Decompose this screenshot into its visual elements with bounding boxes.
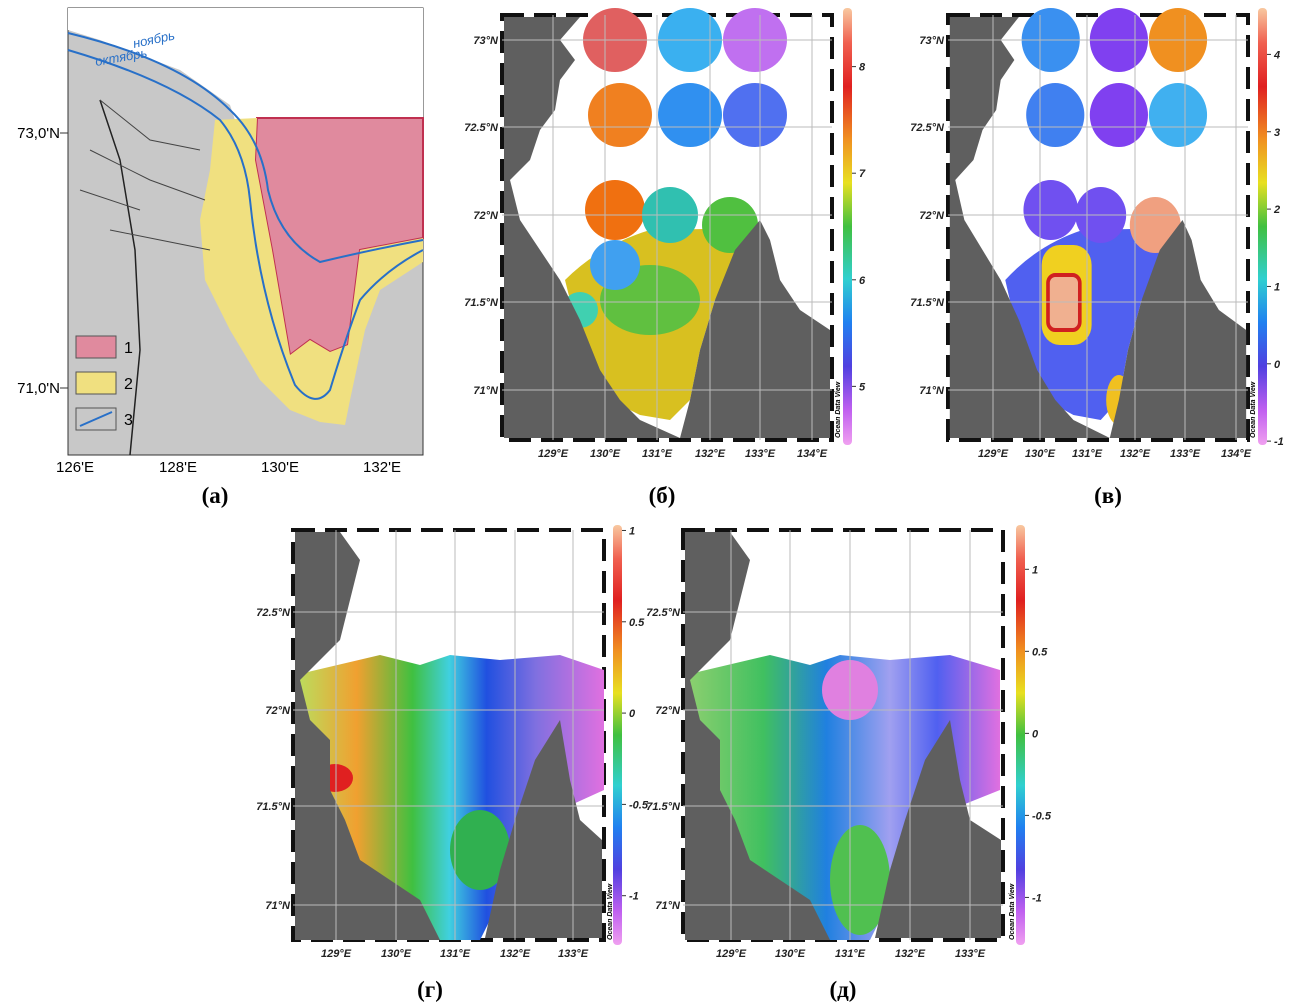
field (1023, 180, 1078, 240)
lon-label: 130°E (775, 948, 806, 960)
panel-a: ноябрь октябрь 73,0'N 71,0'N 126'E 128'E… (17, 8, 423, 508)
panel-label: (в) (1094, 483, 1122, 508)
credit: Ocean Data View (607, 883, 614, 940)
lon-label: 129°E (716, 948, 747, 960)
legend-label: 3 (124, 412, 133, 429)
colorbar-label: 0.5 (1032, 646, 1048, 658)
credit: Ocean Data View (1250, 381, 1257, 438)
credit: Ocean Data View (1009, 883, 1016, 940)
field (1149, 83, 1207, 147)
lon-label: 130'E (261, 459, 299, 476)
colorbar-label: -1 (629, 891, 639, 903)
lon-label: 129°E (978, 448, 1009, 460)
field (658, 83, 722, 147)
lat-label: 71.5°N (256, 801, 291, 813)
colorbar-label: 0.5 (629, 617, 645, 629)
lon-label: 132'E (363, 459, 401, 476)
lat-label: 71°N (265, 900, 291, 912)
colorbar-label: 6 (859, 275, 866, 287)
field (585, 180, 645, 240)
colorbar-label: 1 (629, 525, 635, 537)
lat-label: 72°N (473, 210, 499, 222)
lat-label: 71.5°N (464, 297, 499, 309)
lon-label: 131°E (1072, 448, 1103, 460)
legend-label: 2 (124, 376, 133, 393)
colorbar-label: 0 (1032, 728, 1039, 740)
lon-label: 130°E (1025, 448, 1056, 460)
colorbar-label: -0.5 (1032, 810, 1052, 822)
colorbar-label: 7 (859, 168, 866, 180)
panel-d (293, 530, 604, 940)
lon-label: 131°E (642, 448, 673, 460)
lat-label: 72°N (265, 705, 291, 717)
lon-label: 134°E (1221, 448, 1252, 460)
lon-label: 129°E (321, 948, 352, 960)
field (590, 240, 640, 290)
colorbar-label: 4 (1273, 49, 1280, 61)
colorbar-label: 1 (1032, 564, 1038, 576)
lon-label: 132°E (895, 948, 926, 960)
lat-label: 73°N (919, 35, 945, 47)
lon-label: 132°E (1120, 448, 1151, 460)
lat-label: 72.5°N (910, 122, 945, 134)
colorbar-label: 0 (1274, 359, 1281, 371)
colorbar-label: 1 (1274, 281, 1280, 293)
field (1090, 83, 1148, 147)
field (723, 83, 787, 147)
lat-label: 71°N (919, 385, 945, 397)
lon-label: 130°E (590, 448, 621, 460)
lon-label: 128'E (159, 459, 197, 476)
lon-label: 133°E (558, 948, 589, 960)
field (1026, 83, 1084, 147)
lon-label: 126'E (56, 459, 94, 476)
lon-label: 134°E (797, 448, 828, 460)
lat-label: 71.5°N (910, 297, 945, 309)
lat-label: 73°N (473, 35, 499, 47)
field (588, 83, 652, 147)
lon-label: 133°E (745, 448, 776, 460)
lat-label: 71,0'N (17, 380, 60, 397)
colorbar-label: 5 (859, 381, 866, 393)
colorbar (613, 525, 622, 945)
legend-swatch (76, 372, 116, 394)
lat-label: 72.5°N (646, 607, 681, 619)
colorbar (1016, 525, 1025, 945)
panel-label: (д) (830, 977, 857, 1002)
lat-label: 71°N (473, 385, 499, 397)
colorbar-label: -1 (1032, 892, 1042, 904)
colorbar-label: 3 (1274, 127, 1280, 139)
colorbar-label: 2 (1273, 204, 1280, 216)
lat-label: 72.5°N (464, 122, 499, 134)
credit: Ocean Data View (835, 381, 842, 438)
lon-label: 130°E (381, 948, 412, 960)
lat-label: 72.5°N (256, 607, 291, 619)
legend-label: 1 (124, 340, 133, 357)
panel-b (502, 8, 832, 440)
colorbar-label: -1 (1274, 436, 1284, 448)
lat-label: 72°N (919, 210, 945, 222)
figure: ноябрь октябрь 73,0'N 71,0'N 126'E 128'E… (0, 0, 1290, 1005)
lon-label: 133°E (1170, 448, 1201, 460)
lon-label: 129°E (538, 448, 569, 460)
lon-label: 132°E (500, 948, 531, 960)
lon-label: 133°E (955, 948, 986, 960)
lon-label: 131°E (440, 948, 471, 960)
panel-label: (г) (417, 977, 443, 1002)
lat-label: 71.5°N (646, 801, 681, 813)
lat-label: 73,0'N (17, 125, 60, 142)
panel-e (683, 530, 1003, 940)
legend-swatch (76, 336, 116, 358)
colorbar (843, 8, 852, 445)
colorbar (1258, 8, 1267, 445)
lat-label: 71°N (655, 900, 681, 912)
colorbar-label: 0 (629, 708, 636, 720)
panel-c (948, 8, 1248, 440)
colorbar-label: 8 (859, 62, 866, 74)
panel-label: (а) (202, 483, 229, 508)
lat-label: 72°N (655, 705, 681, 717)
lon-label: 132°E (695, 448, 726, 460)
panel-label: (б) (649, 483, 676, 508)
lon-label: 131°E (835, 948, 866, 960)
